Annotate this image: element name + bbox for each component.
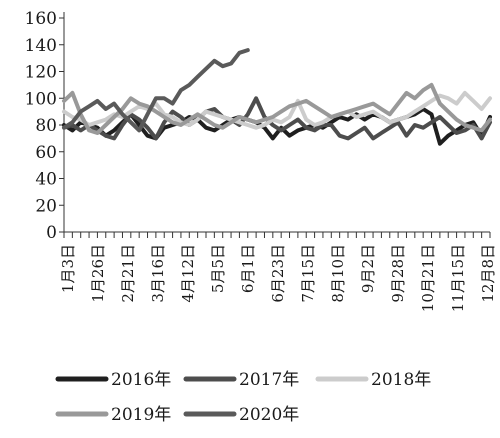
x-tick-label: 6月23日: [269, 244, 287, 303]
x-tick-label: 12月8日: [479, 244, 497, 303]
y-tick-label: 60: [35, 143, 57, 163]
x-tick-label: 2月21日: [119, 244, 137, 303]
x-tick-label: 1月26日: [89, 244, 107, 303]
x-tick-label: 10月21日: [419, 244, 437, 312]
series-line-3: [62, 82, 492, 135]
x-axis: 1月3日 1月26日 2月21日 3月16日 4月12日 5月5日 6月1日 6月23日 7月1…: [59, 231, 497, 312]
x-tick-label: 9月28日: [389, 244, 407, 303]
x-tick-label: 3月16日: [149, 244, 167, 303]
y-tick-label: 40: [35, 170, 57, 190]
y-tick-label: 120: [25, 63, 57, 83]
x-tick-label: 4月12日: [179, 244, 197, 303]
y-tick-label: 80: [35, 116, 57, 136]
series-line-1: [62, 96, 492, 141]
legend-label-3: 2019年: [111, 405, 171, 425]
y-axis: 0 20 40 60 80 100 120 140 160: [25, 9, 65, 243]
x-tick-label: 9月2日: [359, 244, 377, 293]
y-tick-label: 0: [46, 223, 57, 243]
y-tick-label: 140: [25, 36, 57, 56]
legend-label-0: 2016年: [111, 370, 171, 390]
x-tick-label: 11月15日: [449, 244, 467, 312]
legend: 2016年 2017年 2018年 2019年 2020年: [55, 370, 431, 425]
series-line-2: [62, 90, 492, 130]
series-lines: [62, 48, 492, 146]
legend-label-2: 2018年: [371, 370, 431, 390]
x-tick-label: 6月1日: [239, 244, 257, 293]
series-line-4: [62, 48, 250, 133]
series-line-0: [62, 107, 492, 146]
y-tick-label: 160: [25, 9, 57, 29]
y-tick-label: 20: [35, 196, 57, 216]
x-tick-label: 1月3日: [59, 244, 77, 293]
legend-label-4: 2020年: [239, 405, 299, 425]
x-tick-label: 7月15日: [299, 244, 317, 303]
legend-label-1: 2017年: [239, 370, 299, 390]
y-tick-label: 100: [25, 89, 57, 109]
x-tick-label: 5月5日: [209, 244, 227, 293]
x-tick-label: 8月10日: [329, 244, 347, 303]
